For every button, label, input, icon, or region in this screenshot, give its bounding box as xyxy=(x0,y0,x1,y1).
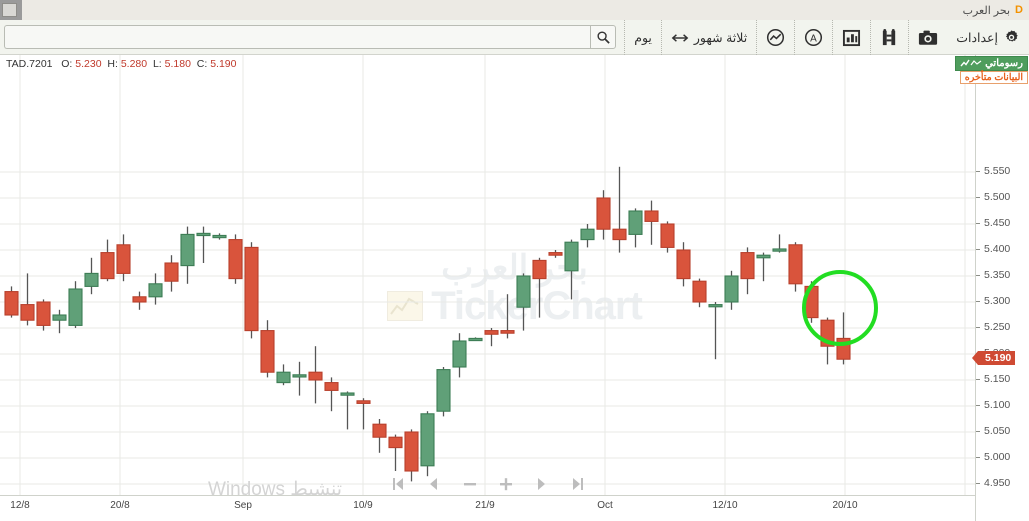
time-tick-label: 12/8 xyxy=(10,500,30,511)
toolbar-item-period-three-months[interactable]: ثلاثة شهور xyxy=(660,20,756,55)
time-tick-label: 12/10 xyxy=(712,500,738,511)
window-control-icon[interactable] xyxy=(2,3,17,17)
minus-icon xyxy=(463,483,476,486)
main-toolbar: إعدادات xyxy=(0,20,1029,55)
toolbar-item-bar-chart[interactable] xyxy=(832,20,870,55)
time-tick-label: 21/9 xyxy=(475,500,495,511)
annotate-a-icon: A xyxy=(805,28,823,47)
go-first-button[interactable] xyxy=(390,476,406,492)
go-prev-button[interactable] xyxy=(426,476,442,492)
skip-back-icon xyxy=(392,478,403,490)
window-title-badge: D xyxy=(1015,4,1023,16)
toolbar-item-period-day[interactable]: يوم xyxy=(624,20,661,55)
bar-chart-icon xyxy=(843,29,861,46)
search-icon xyxy=(596,30,610,44)
price-tick-label: 4.950 xyxy=(976,477,1029,489)
window-title: بحر العرب xyxy=(962,4,1011,17)
chart-container[interactable]: بحر العرب TickerChart TAD.7201 O: 5.230 … xyxy=(0,55,1029,521)
compare-icon xyxy=(883,28,896,45)
search-button[interactable] xyxy=(590,25,616,49)
price-tick-label: 5.050 xyxy=(976,425,1029,437)
quote-low-label: L: xyxy=(152,58,162,70)
search-input[interactable] xyxy=(4,25,590,49)
go-last-button[interactable] xyxy=(570,476,586,492)
quote-low-value: 5.180 xyxy=(164,58,191,70)
quote-high-label: H: xyxy=(107,58,118,70)
quote-open-value: 5.230 xyxy=(75,58,102,70)
current-price-marker: 5.190 xyxy=(978,351,1016,366)
zoom-in-button[interactable] xyxy=(498,476,514,492)
resize-arrows-icon xyxy=(671,33,689,42)
triangle-left-icon xyxy=(430,478,437,490)
price-axis[interactable]: 5.5505.5005.4505.4005.3505.3005.2505.200… xyxy=(975,55,1029,521)
status-badge-delayed: البيانات متأخره xyxy=(959,71,1028,84)
toolbar-item-settings[interactable]: إعدادات xyxy=(947,20,1029,55)
zoom-out-button[interactable] xyxy=(462,476,478,492)
plus-icon xyxy=(499,478,512,491)
price-tick-label: 5.450 xyxy=(976,217,1029,229)
camera-icon xyxy=(919,30,938,45)
time-tick-label: Oct xyxy=(597,500,613,511)
time-tick-label: 20/10 xyxy=(832,500,858,511)
time-tick-label: Sep xyxy=(234,500,252,511)
go-next-button[interactable] xyxy=(534,476,550,492)
chart-navigation-bar xyxy=(0,473,975,495)
quote-open-label: O: xyxy=(61,58,73,70)
quote-info-bar: TAD.7201 O: 5.230 H: 5.280 L: 5.180 C: 5… xyxy=(6,58,236,70)
price-tick-label: 5.000 xyxy=(976,451,1029,463)
triangle-right-icon xyxy=(538,478,545,490)
candlestick-plot[interactable] xyxy=(0,55,975,495)
window-title-bar: بحر العرب D xyxy=(0,0,1029,20)
price-tick-label: 5.150 xyxy=(976,373,1029,385)
quote-high-value: 5.280 xyxy=(120,58,148,70)
toolbar-label-settings: إعدادات xyxy=(956,31,998,45)
toolbar-label-three-months: ثلاثة شهور xyxy=(693,31,748,45)
quote-symbol: TAD.7201 xyxy=(6,58,53,70)
price-tick-label: 5.250 xyxy=(976,321,1029,333)
search-box[interactable] xyxy=(4,25,616,49)
toolbar-label-day: يوم xyxy=(634,31,652,45)
price-tick-label: 5.300 xyxy=(976,295,1029,307)
svg-text:A: A xyxy=(810,33,817,44)
title-bar-content: بحر العرب D xyxy=(22,0,1029,20)
toolbar-item-compare[interactable] xyxy=(870,20,908,55)
price-tick-label: 5.500 xyxy=(976,191,1029,203)
badge-chart-label: رسوماتي xyxy=(985,58,1023,69)
time-tick-label: 10/9 xyxy=(353,500,373,511)
price-tick-label: 5.100 xyxy=(976,399,1029,411)
price-tick-label: 5.400 xyxy=(976,243,1029,255)
status-badge-chart[interactable]: رسوماتي xyxy=(955,56,1028,71)
quote-close-label: C: xyxy=(196,58,208,70)
time-tick-label: 20/8 xyxy=(110,500,130,511)
toolbar-item-indicator[interactable] xyxy=(756,20,794,55)
quote-close-value: 5.190 xyxy=(210,58,237,70)
toolbar-item-camera[interactable] xyxy=(908,20,947,55)
time-axis[interactable]: 12/8 20/8 Sep 10/9 21/9 Oct 12/10 20/10 xyxy=(0,495,975,521)
toolbar-items: إعدادات xyxy=(622,20,1029,55)
price-tick-label: 5.550 xyxy=(976,165,1029,177)
chart-badges: رسوماتي البيانات متأخره xyxy=(955,56,1028,84)
gear-icon xyxy=(1005,30,1018,42)
check-sparkline-icon xyxy=(960,59,982,67)
clock-chart-icon xyxy=(767,28,785,47)
skip-forward-icon xyxy=(572,478,583,490)
toolbar-item-annotate[interactable]: A xyxy=(794,20,832,55)
price-tick-label: 5.350 xyxy=(976,269,1029,281)
